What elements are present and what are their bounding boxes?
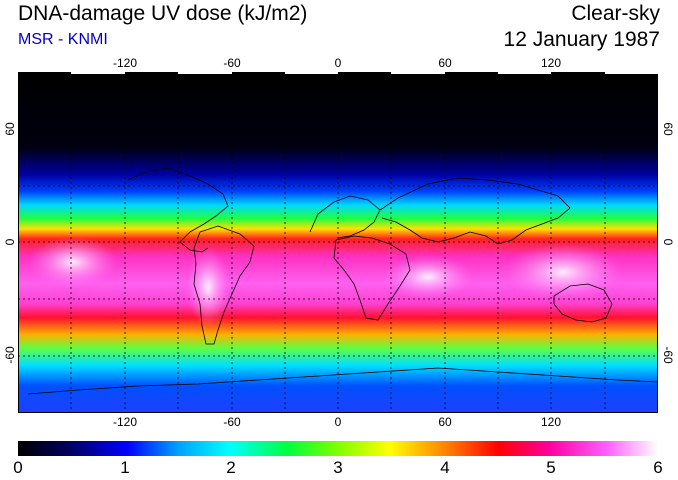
lon-label-bottom: -120 [112,415,138,429]
lat-label-right: -60 [661,346,675,364]
colorbar [18,441,658,456]
colorbar-label: 1 [120,458,130,477]
lon-label-bottom: -60 [223,415,241,429]
colorbar-label: 6 [653,458,663,477]
colorbar-label: 0 [13,458,23,477]
lat-label-left: -60 [3,346,17,364]
uv-hotspot [28,237,118,287]
source-label: MSR - KNMI [18,31,108,48]
sky-mode-label: Clear-sky [571,2,660,25]
date-label: 12 January 1987 [503,28,660,51]
lon-label-top: 0 [334,56,342,70]
lon-label-top: 60 [438,56,452,70]
lon-label-top: -120 [112,56,138,70]
lat-label-right: 60 [661,122,675,136]
lon-label-top: 120 [540,56,562,70]
lon-label-top: -60 [223,56,241,70]
uv-hotspot [383,255,473,299]
map-title: DNA-damage UV dose (kJ/m2) [18,2,308,25]
colorbar-label: 3 [333,458,343,477]
uv-hotspot [186,247,230,327]
lat-label-right: 0 [661,238,675,246]
lat-label-left: 0 [3,238,17,246]
lat-label-left: 60 [3,122,17,136]
colorbar-label: 2 [226,458,236,477]
colorbar-label: 5 [546,458,556,477]
uv-dose-map [18,72,658,413]
coastlines [27,167,658,395]
lon-label-bottom: 60 [438,415,452,429]
lon-label-bottom: 120 [540,415,562,429]
colorbar-label: 4 [440,458,450,477]
lon-label-bottom: 0 [334,415,342,429]
graticule [18,72,658,413]
colorbar-gradient [18,441,658,456]
